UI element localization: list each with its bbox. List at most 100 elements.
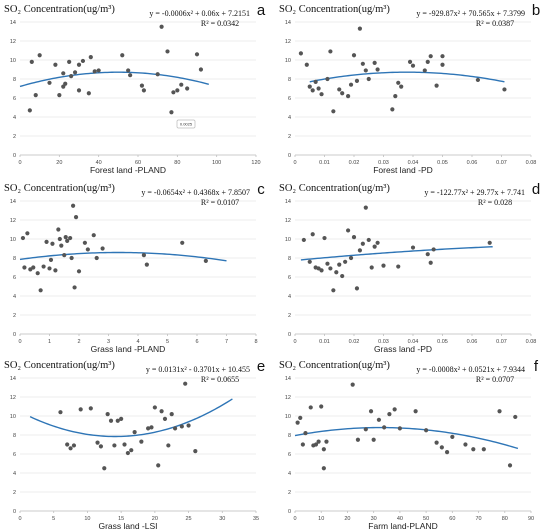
data-point (375, 67, 380, 72)
data-point (76, 269, 82, 274)
data-point (354, 286, 360, 291)
data-point (76, 62, 82, 67)
y-tick-label: 12 (285, 39, 291, 45)
data-point (325, 76, 330, 82)
data-point (425, 252, 430, 257)
data-point (198, 67, 204, 72)
y-tick-label: 6 (13, 96, 16, 102)
data-point (141, 253, 146, 258)
trend-equation: y = -0.0654x² + 0.4368x + 7.8507 (141, 188, 250, 197)
data-point (360, 61, 365, 66)
y-tick-label: 14 (10, 199, 16, 205)
data-point (413, 409, 418, 414)
y-axis-title: SO₂ Concentration(ug/m³) (279, 183, 390, 194)
data-point (91, 233, 96, 238)
x-tick-label: 90 (528, 516, 534, 522)
data-point (125, 450, 130, 456)
data-point (428, 260, 433, 265)
data-point (300, 442, 305, 447)
y-tick-label: 8 (13, 77, 16, 83)
trend-equation: y = -929.87x² + 70.565x + 7.3799 (416, 9, 525, 18)
y-tick-label: 2 (288, 313, 291, 319)
data-point (73, 215, 79, 220)
data-point (368, 409, 374, 414)
y-tick-label: 10 (10, 237, 16, 243)
data-point (108, 418, 114, 423)
data-point (319, 404, 324, 409)
data-point (53, 268, 58, 273)
data-point (363, 427, 368, 432)
y-tick-label: 0 (13, 509, 16, 515)
x-tick-label: 5 (166, 339, 169, 345)
data-point (179, 82, 184, 87)
y-tick-label: 10 (285, 414, 291, 420)
data-point (146, 426, 151, 431)
data-point (475, 77, 480, 83)
data-point (363, 68, 368, 73)
data-point (65, 238, 70, 243)
data-point (98, 444, 104, 449)
data-point (298, 51, 303, 56)
data-point (57, 93, 62, 98)
data-point (307, 84, 312, 89)
x-tick-label: 15 (118, 516, 124, 522)
y-tick-label: 8 (13, 433, 16, 439)
data-point (33, 93, 38, 98)
data-point (105, 412, 110, 417)
data-point (372, 244, 377, 249)
data-point (37, 53, 42, 58)
data-point (463, 442, 468, 447)
data-point (328, 266, 333, 271)
y-tick-label: 14 (285, 20, 291, 26)
data-point (440, 54, 445, 59)
data-point (360, 241, 365, 246)
data-point (399, 84, 404, 89)
data-point (393, 94, 398, 99)
data-point (203, 258, 208, 263)
x-tick-label: 8 (254, 339, 257, 345)
data-point (194, 52, 200, 57)
inset-box: 0.0025 (176, 119, 196, 129)
panel-c: 0 2 4 6 8 10 12 14 0 1 2 3 4 5 6 7 8 SO₂ Concentration(ug… (0, 179, 275, 354)
data-point (88, 55, 93, 60)
x-tick-label: 0 (18, 516, 21, 522)
data-point (313, 442, 319, 447)
data-point (179, 424, 184, 429)
data-point (58, 410, 63, 415)
x-tick-label: 1 (48, 339, 51, 345)
x-tick-label: 25 (186, 516, 192, 522)
data-point (141, 88, 146, 93)
data-point (366, 76, 371, 82)
data-point (434, 440, 439, 445)
data-point (175, 88, 180, 93)
data-point (44, 239, 49, 244)
trend-equation: y = -0.0006x² + 0.06x + 7.2151 (149, 9, 250, 18)
data-point (321, 447, 326, 452)
x-tick-label: 30 (219, 516, 225, 522)
data-point (343, 259, 348, 264)
y-tick-label: 6 (13, 275, 16, 281)
data-point (376, 417, 382, 422)
data-point (92, 69, 97, 74)
data-point (351, 53, 357, 58)
data-point (397, 426, 402, 431)
y-tick-label: 8 (288, 77, 291, 83)
x-tick-label: 0 (293, 339, 296, 345)
data-point (95, 440, 100, 445)
data-point (152, 405, 157, 410)
y-tick-label: 0 (288, 509, 291, 515)
data-point (316, 439, 321, 444)
data-point (185, 86, 190, 91)
data-point (69, 74, 74, 79)
x-tick-label: 6 (195, 339, 198, 345)
x-tick-label: 0.05 (437, 339, 448, 345)
y-tick-label: 14 (285, 376, 291, 382)
data-point (337, 87, 342, 92)
data-point (316, 86, 321, 91)
data-point (369, 265, 374, 270)
data-point (396, 80, 401, 85)
data-point (67, 59, 72, 64)
data-point (162, 416, 168, 421)
data-point (396, 264, 401, 269)
